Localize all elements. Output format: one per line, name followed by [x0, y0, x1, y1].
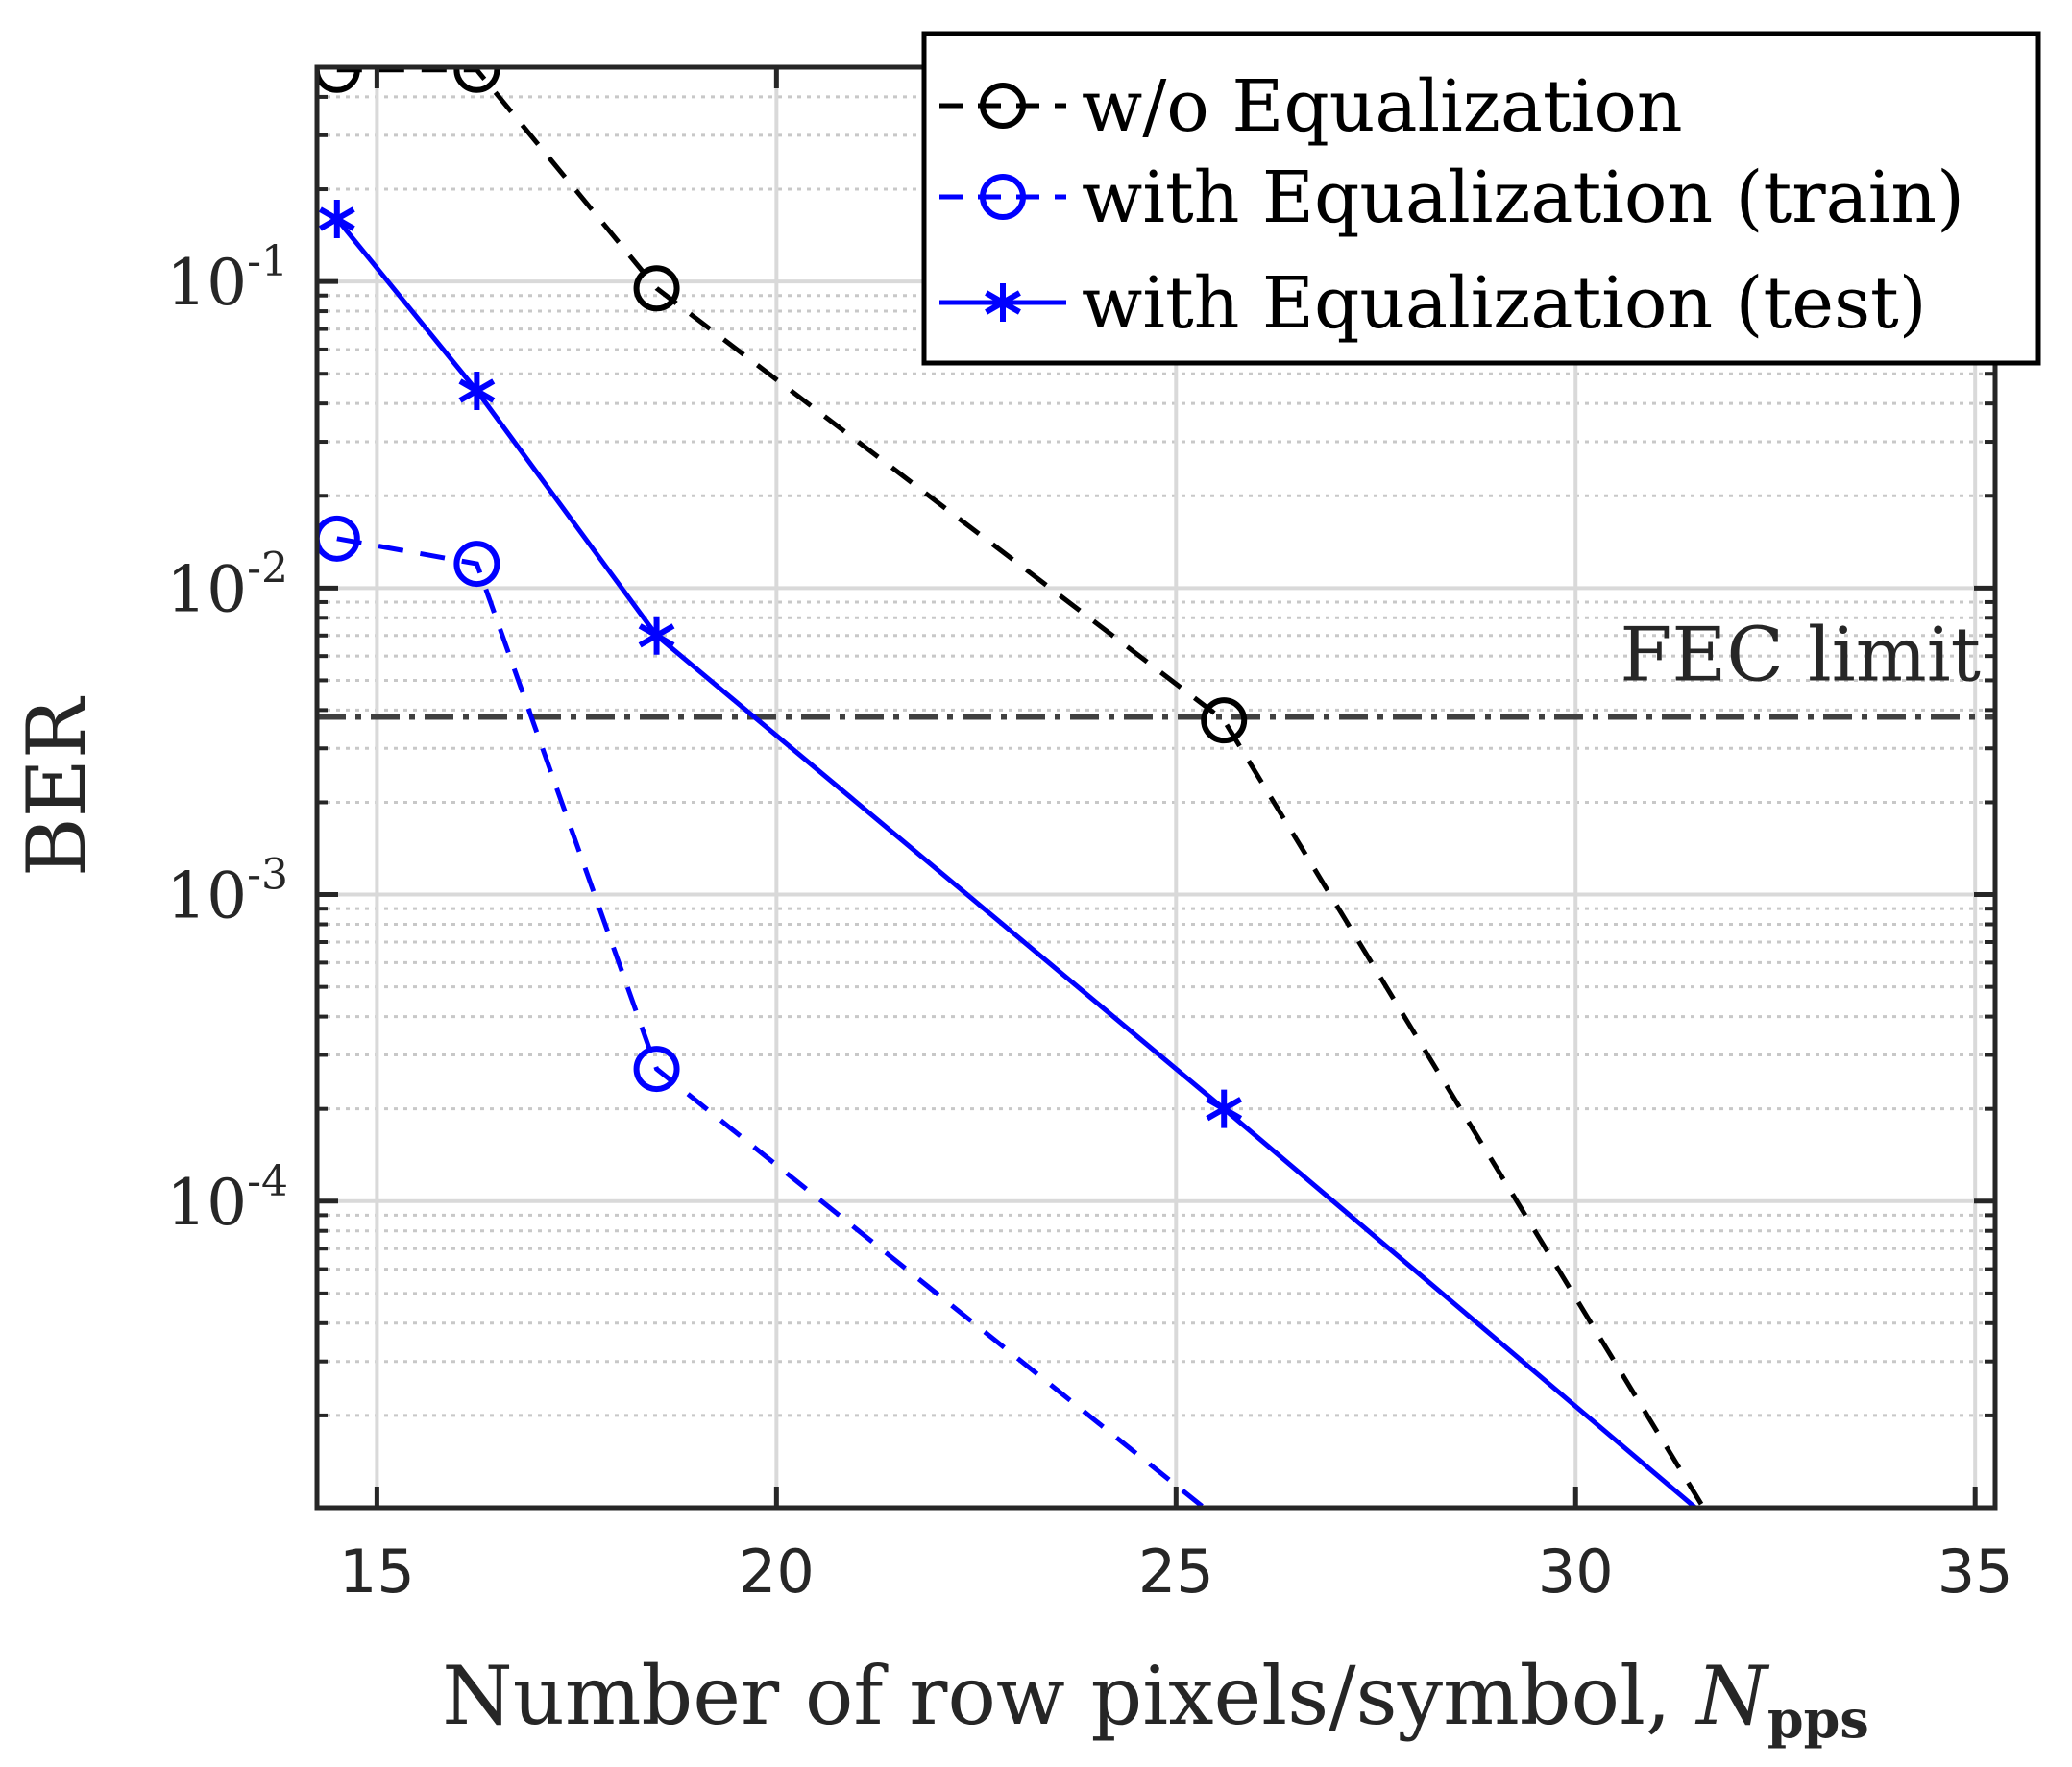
data-point — [633, 1046, 680, 1093]
x-tick-label: 25 — [1138, 1537, 1214, 1607]
data-point — [317, 67, 360, 93]
x-tick-labels: 15 20 25 30 35 — [339, 1537, 2013, 1607]
series-1 — [317, 515, 1206, 1508]
data-point — [458, 371, 496, 410]
legend-marker — [980, 83, 1026, 129]
y-tick-labels: 10-1 10-2 10-3 10-4 — [166, 237, 288, 1240]
series-line — [336, 536, 1206, 1508]
y-tick-label: 10-1 — [166, 237, 288, 320]
legend-label: with Equalization (train) — [1082, 157, 1964, 239]
data-point — [1206, 1089, 1243, 1128]
legend-label: with Equalization (test) — [1082, 262, 1927, 345]
data-point — [318, 199, 355, 238]
y-axis-label: BER — [10, 695, 104, 877]
x-tick-label: 30 — [1538, 1537, 1614, 1607]
series-0 — [317, 67, 1706, 1508]
x-axis-label: Number of row pixels/symbol, Npps — [442, 1649, 1869, 1750]
fec-limit-label: FEC limit — [1620, 612, 1981, 698]
x-tick-label: 15 — [339, 1537, 415, 1607]
legend-marker — [985, 283, 1021, 322]
legend: w/o Equalization with Equalization (train… — [921, 31, 2041, 366]
series-group — [317, 67, 1706, 1508]
y-tick-label: 10-3 — [166, 851, 288, 933]
data-point — [633, 265, 680, 312]
y-tick-label: 10-2 — [166, 544, 288, 626]
data-point — [638, 616, 675, 655]
data-point — [317, 515, 360, 562]
x-tick-label: 35 — [1938, 1537, 2013, 1607]
series-line — [336, 67, 1706, 1508]
data-point — [453, 67, 500, 93]
fec-limit-group: FEC limit — [317, 612, 1995, 720]
grid — [317, 65, 1995, 1510]
series-2 — [318, 199, 1697, 1508]
x-tick-label: 20 — [739, 1537, 815, 1607]
data-point — [1201, 697, 1248, 744]
legend-label: w/o Equalization — [1082, 65, 1683, 148]
y-tick-label: 10-4 — [166, 1157, 288, 1240]
data-point — [453, 541, 500, 588]
legend-marker — [980, 174, 1026, 220]
legend-box — [921, 31, 2041, 366]
